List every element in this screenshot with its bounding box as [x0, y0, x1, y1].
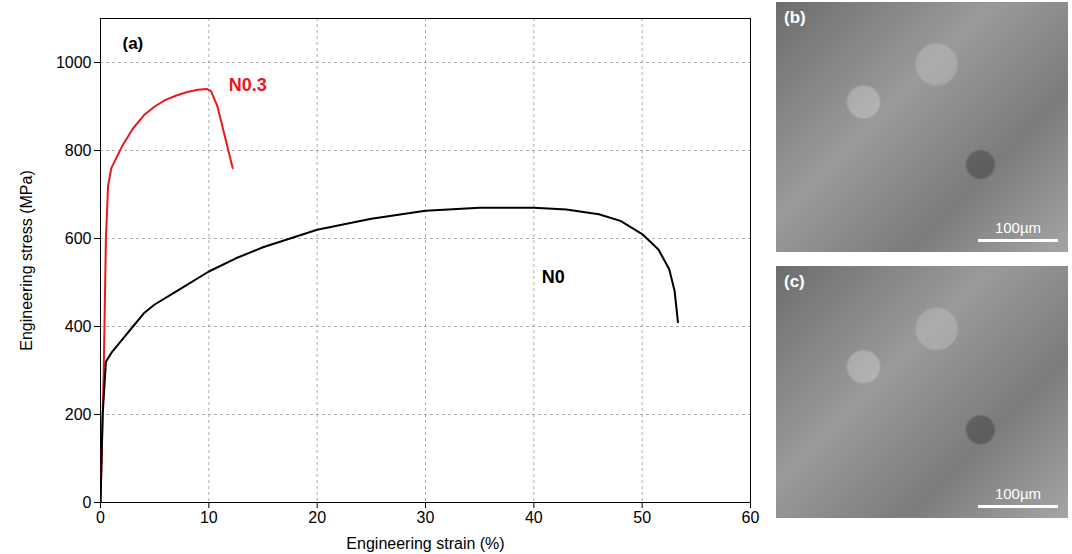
svg-text:0: 0	[83, 494, 92, 511]
svg-text:400: 400	[65, 318, 92, 335]
svg-text:600: 600	[65, 230, 92, 247]
html-text:(c): (c)	[784, 272, 805, 291]
svg-text:10: 10	[200, 509, 218, 526]
svg-text:Engineering stress (MPa): Engineering stress (MPa)	[18, 170, 35, 351]
svg-text:(a): (a)	[123, 34, 144, 53]
html-text:(b): (b)	[784, 8, 806, 27]
svg-text:1000: 1000	[56, 54, 92, 71]
svg-text:800: 800	[65, 142, 92, 159]
svg-text:40: 40	[525, 509, 543, 526]
svg-text:Engineering strain (%): Engineering strain (%)	[346, 535, 504, 552]
html-text:100µm: 100µm	[994, 485, 1042, 502]
svg-text:N0.3: N0.3	[229, 75, 267, 95]
svg-text:30: 30	[417, 509, 435, 526]
svg-text:20: 20	[308, 509, 326, 526]
svg-text:200: 200	[65, 406, 92, 423]
svg-text:60: 60	[742, 509, 760, 526]
html-text:100µm: 100µm	[994, 219, 1042, 236]
svg-text:0: 0	[96, 509, 105, 526]
svg-text:50: 50	[633, 509, 651, 526]
svg-text:N0: N0	[542, 267, 565, 287]
